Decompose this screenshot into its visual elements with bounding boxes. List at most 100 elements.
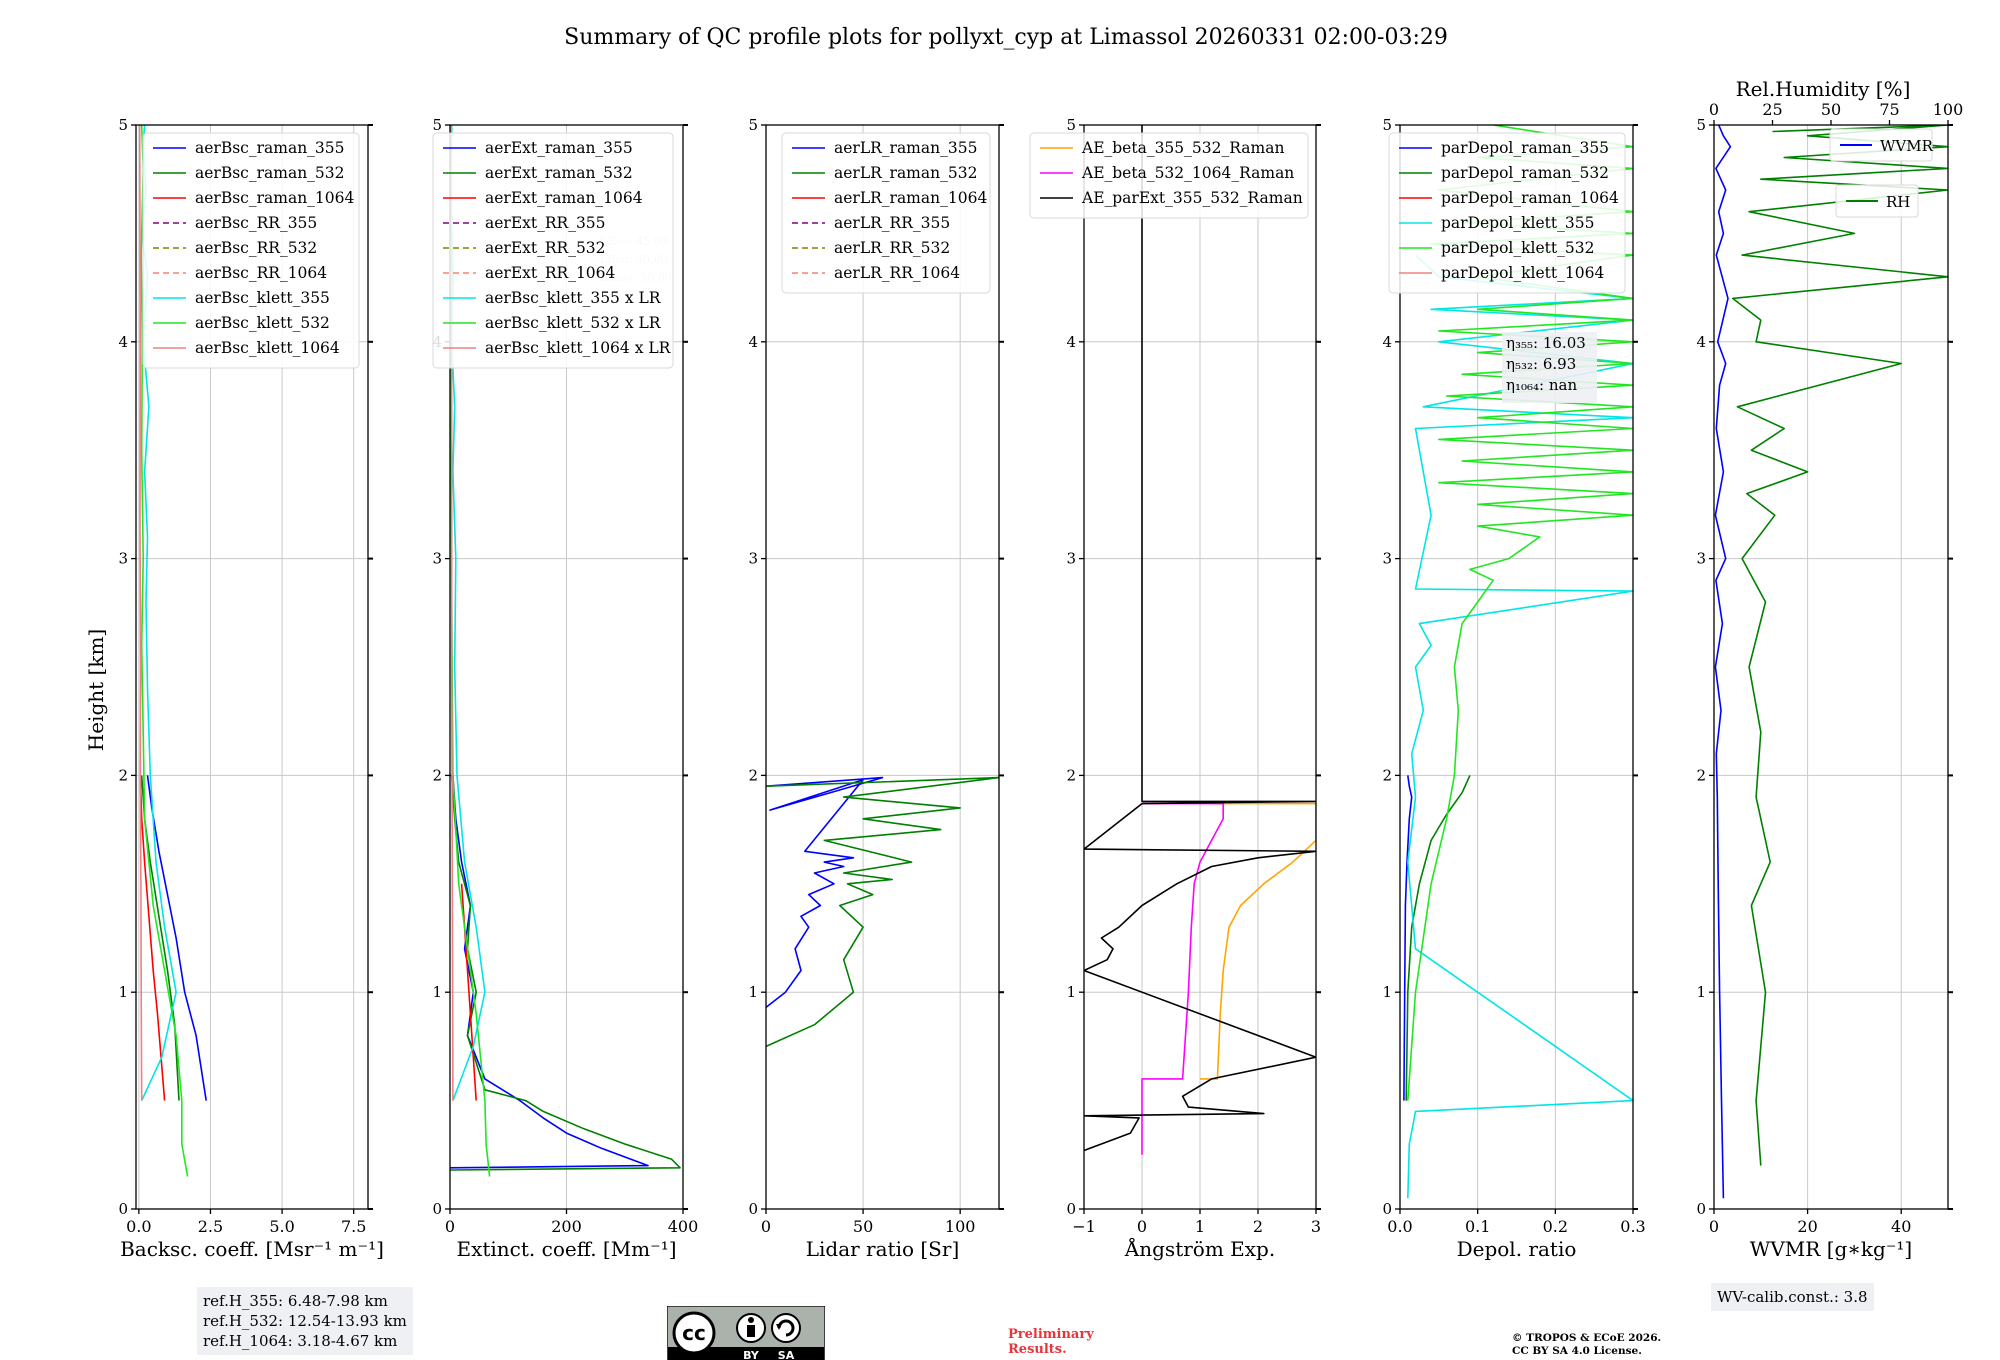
x-tick-label: 7.5: [341, 1217, 366, 1236]
y-tick-label: 1: [118, 983, 128, 1001]
y-tick-label: 3: [1696, 550, 1706, 568]
wv-calibration-text: WV-calib.const.: 3.8: [1717, 1288, 1868, 1306]
legend-label: aerExt_raman_532: [485, 164, 633, 182]
top-x-tick-label: 75: [1879, 100, 1899, 119]
copyright-note: © TROPOS & ECoE 2026. CC BY SA 4.0 Licen…: [1512, 1332, 1661, 1358]
preliminary-line-2: Results.: [1008, 1342, 1067, 1357]
x-tick-label: 3: [1311, 1217, 1321, 1236]
x-tick-label: 0.1: [1465, 1217, 1490, 1236]
y-tick-label: 2: [1696, 766, 1706, 784]
top-x-tick-label: 50: [1821, 100, 1841, 119]
cc-badge-cc-text: cc: [682, 1321, 706, 1345]
y-tick-label: 2: [748, 766, 758, 784]
legend-label: WVMR: [1880, 137, 1934, 155]
x-tick-label: 2.5: [198, 1217, 223, 1236]
y-tick-label: 0: [118, 1200, 128, 1218]
x-tick-label: 5.0: [269, 1217, 294, 1236]
top-x-tick-label: 100: [1933, 100, 1964, 119]
y-tick-label: 4: [1696, 333, 1706, 351]
y-tick-label: 1: [1382, 983, 1392, 1001]
series-group: [1084, 125, 1316, 1155]
legend-box: [1029, 132, 1309, 219]
x-tick-label: 20: [1797, 1217, 1817, 1236]
legend-label: aerBsc_klett_1064 x LR: [485, 339, 672, 357]
legend-label: aerExt_RR_1064: [485, 264, 616, 282]
y-tick-label: 4: [1382, 333, 1392, 351]
y-tick-label: 3: [118, 550, 128, 568]
annotation-text: η₃₅₅: 16.03: [1506, 334, 1586, 352]
y-tick-label: 3: [1066, 550, 1076, 568]
series-line-aerLR_raman_532: [766, 776, 999, 1048]
y-tick-label: 5: [1066, 116, 1076, 134]
series-line-aerExt_raman_355: [450, 774, 649, 1169]
y-tick-label: 3: [1382, 550, 1392, 568]
legend-label: aerExt_raman_355: [485, 139, 633, 157]
legend-label: aerBsc_RR_1064: [195, 264, 327, 282]
legend-label: aerLR_RR_1064: [834, 264, 960, 282]
y-tick-label: 0: [1696, 1200, 1706, 1218]
series-line-parDepol_raman_532: [1405, 775, 1471, 1101]
y-tick-label: 3: [432, 550, 442, 568]
series-line-aerBsc_klett_532: [140, 125, 189, 1177]
y-tick-label: 5: [748, 116, 758, 134]
y-tick-label: 2: [1066, 766, 1076, 784]
wv-calibration-box: WV-calib.const.: 3.8: [1711, 1283, 1874, 1311]
series-line-aerLR_raman_355: [766, 776, 884, 1009]
legend-box: [781, 132, 991, 294]
x-tick-label: 100: [945, 1217, 976, 1236]
y-tick-label: 5: [1382, 116, 1392, 134]
panel-ext: 0123450200400Extinct. coeff. [Mm⁻¹]aerEx…: [432, 116, 698, 1261]
y-tick-label: 0: [432, 1200, 442, 1218]
cc-license-badge: cc BY SA: [667, 1306, 825, 1360]
x-tick-label: −1: [1072, 1217, 1096, 1236]
x-tick-label: 0: [1137, 1217, 1147, 1236]
x-tick-label: 200: [551, 1217, 582, 1236]
annotation-group: η₃₅₅: 16.03 η₅₃₂: 6.93 η₁₀₆₄: nan: [1502, 332, 1597, 403]
series-line-WVMR: [1714, 125, 1732, 1199]
share-alike-icon: [771, 1313, 801, 1343]
annotation-box: [1502, 332, 1597, 403]
legend-label: aerBsc_raman_1064: [195, 189, 355, 207]
x-axis-label: Backsc. coeff. [Msr⁻¹ m⁻¹]: [120, 1237, 384, 1261]
top-x-tick-label: 0: [1709, 100, 1719, 119]
legend-label: aerBsc_raman_532: [195, 164, 345, 182]
legend-label: aerLR_raman_532: [834, 164, 977, 182]
axes-frame: [135, 124, 369, 1210]
legend-label: aerBsc_klett_355: [195, 289, 330, 307]
series-group: [766, 776, 999, 1048]
y-tick-label: 4: [748, 333, 758, 351]
y-tick-label: 0: [1066, 1200, 1076, 1218]
ref-height-355: ref.H_355: 6.48-7.98 km: [203, 1292, 388, 1310]
x-tick-label: 1: [1195, 1217, 1205, 1236]
legend-label: parDepol_raman_1064: [1441, 189, 1619, 207]
legend-label: aerBsc_klett_532 x LR: [485, 314, 662, 332]
top-x-tick-label: 25: [1762, 100, 1782, 119]
series-line-parDepol_raman_355: [1403, 775, 1413, 1101]
x-axis-label: Lidar ratio [Sr]: [806, 1237, 960, 1261]
x-axis-label: Extinct. coeff. [Mm⁻¹]: [456, 1237, 676, 1261]
legend-label: parDepol_klett_355: [1441, 214, 1594, 232]
y-tick-label: 2: [1382, 766, 1392, 784]
x-tick-label: 0.2: [1543, 1217, 1568, 1236]
y-tick-label: 1: [1066, 983, 1076, 1001]
legend-label: RH: [1886, 193, 1910, 211]
axes-frame: [765, 124, 1000, 1210]
legend-label: aerBsc_RR_355: [195, 214, 317, 232]
legend: parDepol_raman_355 parDepol_raman_532 parD…: [1388, 132, 1626, 294]
legend-label: aerLR_RR_532: [834, 239, 950, 257]
legend-label: parDepol_raman_355: [1441, 139, 1609, 157]
legend-box: [432, 132, 674, 369]
legend-label: AE_beta_355_532_Raman: [1081, 139, 1284, 157]
series-group: [1714, 125, 1948, 1199]
series-line-AE_beta_355_532_Raman: [1200, 802, 1316, 1080]
y-tick-label: 4: [1066, 333, 1076, 351]
x-tick-label: 0.3: [1620, 1217, 1645, 1236]
legend-label: aerLR_raman_1064: [834, 189, 987, 207]
legend-box: [142, 132, 360, 369]
